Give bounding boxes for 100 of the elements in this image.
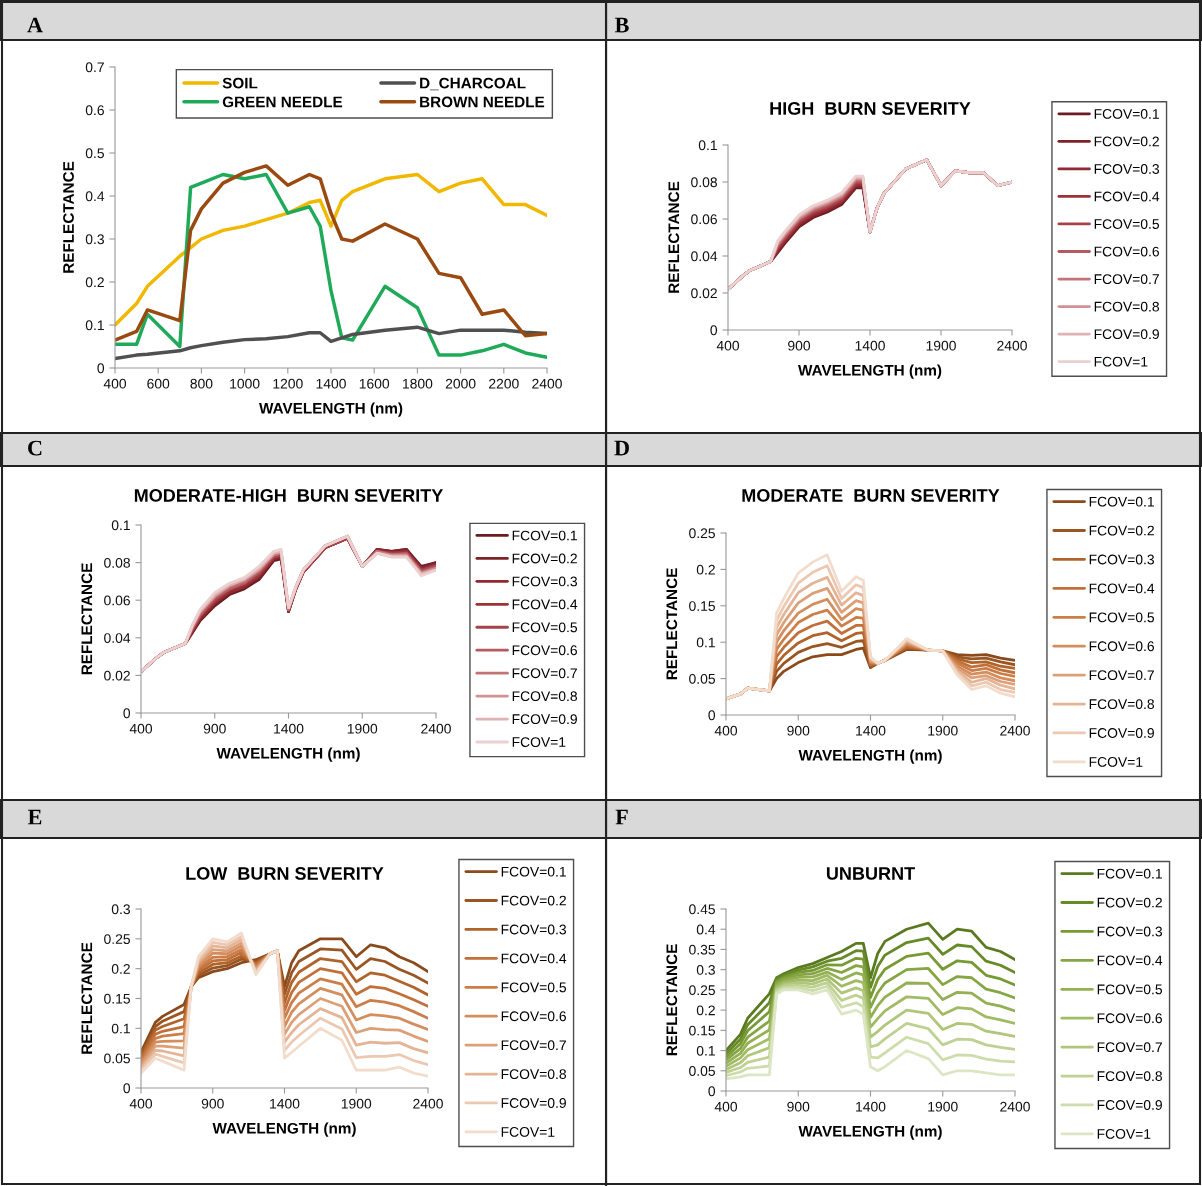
y-tick-label: 0 [708,710,716,721]
legend-label: FCOV=0.6 [501,1011,566,1022]
legend-label: GREEN NEEDLE [222,96,343,108]
legend-label: FCOV=0.8 [1097,1071,1163,1082]
legend-label: FCOV=0.1 [501,866,566,877]
chart-title: MODERATE BURN SEVERITY [742,489,1000,502]
y-tick-label: 0.5 [85,148,104,159]
y-tick-label: 0.15 [104,993,130,1004]
legend-label: FCOV=0.9 [1097,1100,1162,1110]
legend-label: FCOV=0.7 [501,1040,566,1051]
x-tick-label: 800 [190,378,213,389]
x-tick-label: 1200 [273,378,303,389]
legend-label: FCOV=0.4 [501,953,567,964]
y-axis-title: REFLECTANCE [666,944,678,1056]
x-tick-label: 400 [714,1101,738,1112]
x-tick-label: 600 [147,378,170,389]
x-tick-label: 900 [787,725,810,736]
legend-label: FCOV=1 [1094,356,1148,367]
legend-label: FCOV=0.6 [512,645,577,656]
legend-label: FCOV=0.4 [1089,583,1155,594]
x-tick-label: 1400 [856,725,886,736]
y-tick-label: 0.15 [689,1025,715,1036]
y-tick-label: 0.2 [111,964,130,974]
y-tick-label: 0.1 [698,140,717,151]
legend-label: FCOV=0.3 [501,924,566,935]
x-tick-label: 1600 [359,378,390,389]
x-tick-label: 1400 [316,378,346,389]
y-axis-title: REFLECTANCE [63,161,74,273]
chart-title: UNBURNT [826,867,915,880]
legend-label: SOIL [222,77,258,89]
legend-label: D_CHARCOAL [420,77,526,91]
x-tick-label: 1900 [341,1098,372,1109]
y-tick-label: 0.1 [85,320,104,331]
x-tick-label: 400 [714,725,738,736]
y-tick-label: 0.25 [104,934,130,944]
legend-label: FCOV=0.8 [501,1069,567,1080]
x-tick-label: 2400 [1000,725,1030,736]
x-tick-label: 400 [716,340,740,351]
legend-label: FCOV=0.4 [512,599,578,610]
x-tick-label: 1400 [270,1098,300,1109]
x-tick-label: 2400 [413,1098,443,1109]
legend-label: FCOV=0.6 [1097,1013,1162,1024]
y-tick-label: 0.2 [696,1005,715,1016]
y-tick-label: 0.3 [85,234,104,245]
legend-label: FCOV=0.2 [501,895,566,906]
y-tick-label: 0.3 [111,904,130,915]
legend-label: FCOV=0.5 [1094,219,1160,229]
y-tick-label: 0 [123,1083,131,1094]
x-axis-title: WAVELENGTH (nm) [798,1125,942,1140]
y-tick-label: 0.1 [696,1045,715,1056]
legend-label: FCOV=0.2 [512,553,577,564]
x-axis-title: WAVELENGTH (nm) [216,747,360,762]
chart-title: MODERATE-HIGH BURN SEVERITY [134,489,444,502]
y-tick-label: 0.4 [696,924,716,935]
text: E [27,809,42,825]
y-tick-label: 0.08 [104,557,130,568]
legend-label: FCOV=1 [512,737,566,747]
y-tick-label: 0.06 [691,214,717,225]
legend-label: FCOV=0.3 [1094,164,1159,174]
y-tick-label: 0.6 [85,105,104,116]
y-tick-label: 0.25 [689,528,715,539]
legend-label: FCOV=0.7 [1094,274,1159,285]
legend-label: FCOV=0.7 [1089,670,1154,681]
x-axis-title: WAVELENGTH (nm) [798,749,942,764]
legend-label: FCOV=0.9 [1094,329,1159,340]
y-axis-title: REFLECTANCE [668,181,680,293]
x-tick-label: 400 [103,378,127,389]
y-tick-label: 0 [97,363,105,374]
y-tick-label: 0.45 [689,904,715,915]
x-tick-label: 2200 [489,378,519,389]
legend-label: FCOV=0.7 [1097,1042,1162,1053]
y-axis-title: REFLECTANCE [81,942,93,1054]
x-tick-label: 2000 [445,378,476,389]
text: B [614,17,629,33]
x-tick-label: 2400 [1000,1101,1030,1112]
x-tick-label: 1800 [403,378,433,389]
legend-label: FCOV=1 [501,1127,555,1137]
y-tick-label: 0.05 [689,673,715,684]
legend-label: FCOV=1 [1097,1129,1151,1139]
text: C [28,440,42,456]
y-tick-label: 0.05 [689,1066,715,1076]
x-tick-label: 1000 [230,378,260,389]
y-tick-label: 0.08 [691,177,717,188]
legend-label: FCOV=0.5 [1089,612,1155,623]
x-tick-label: 400 [129,1098,153,1109]
legend-label: FCOV=0.4 [1097,955,1163,966]
y-tick-label: 0 [708,1086,716,1097]
y-axis-title: REFLECTANCE [666,568,678,680]
legend-label: FCOV=0.8 [512,691,578,702]
y-tick-label: 0.4 [85,191,105,202]
y-tick-label: 0 [123,708,131,719]
y-tick-label: 0.15 [689,601,715,611]
legend-label: FCOV=0.8 [1089,699,1155,710]
legend-label: FCOV=0.7 [512,668,577,679]
legend-label: FCOV=0.9 [512,714,577,725]
legend-label: FCOV=0.5 [1097,984,1163,995]
legend-label: FCOV=0.9 [1089,728,1154,738]
legend-label: BROWN NEEDLE [420,96,545,108]
x-tick-label: 900 [203,723,226,734]
x-tick-label: 2400 [421,723,451,734]
